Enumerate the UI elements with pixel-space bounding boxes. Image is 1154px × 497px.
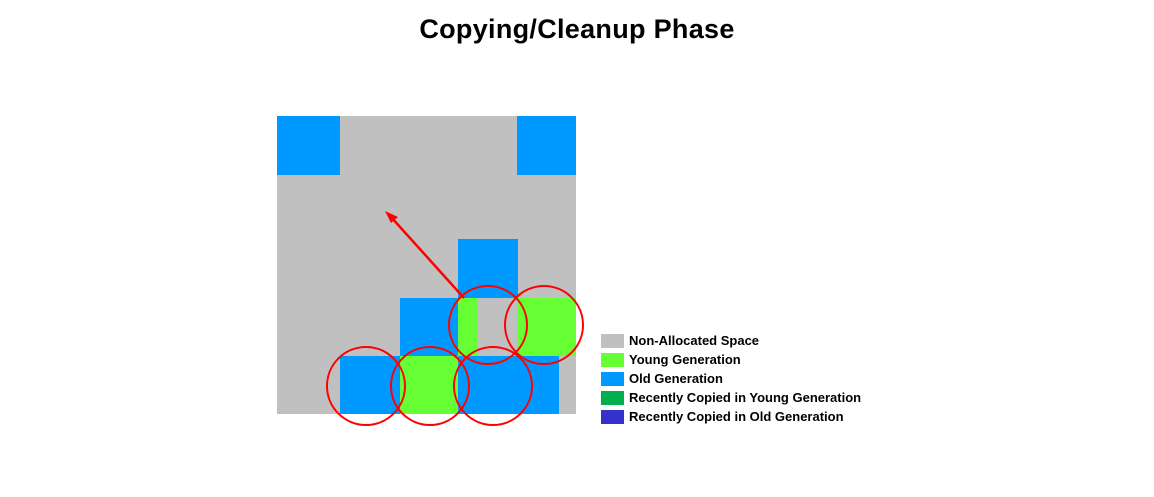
legend-swatch [601,333,624,348]
legend-label: Recently Copied in Old Generation [629,409,844,424]
young-region-right [517,298,576,356]
legend-label: Recently Copied in Young Generation [629,390,862,405]
old-region-bottom-right [458,356,559,414]
highlight-circle [326,346,406,426]
legend-swatch [601,371,624,386]
copy-arrow-line [390,216,465,299]
old-region-top-right [517,116,576,175]
legend-label: Non-Allocated Space [629,333,760,348]
legend-swatch [601,409,624,424]
diagram-title: Copying/Cleanup Phase [419,14,735,44]
young-region-center [458,298,478,356]
copy-arrow-head [385,211,398,223]
legend-item-recent-young: Recently Copied in Young Generation [601,388,861,407]
highlight-circle [504,285,584,365]
highlight-circle [448,285,528,365]
young-region-bottom [400,356,458,414]
legend-item-recent-old: Recently Copied in Old Generation [601,407,861,426]
old-region-bottom-left [340,356,400,414]
legend-label: Old Generation [629,371,723,386]
legend-item-young: Young Generation [601,350,861,369]
old-region-top-left [277,116,340,175]
legend-label: Young Generation [629,352,741,367]
legend-swatch [601,352,624,367]
old-region-mid [458,239,518,298]
legend-item-old: Old Generation [601,369,861,388]
legend: Non-Allocated Space Young Generation Old… [601,331,861,426]
highlight-circle [453,346,533,426]
legend-swatch [601,390,624,405]
legend-item-non-allocated: Non-Allocated Space [601,331,861,350]
highlight-circle [390,346,470,426]
